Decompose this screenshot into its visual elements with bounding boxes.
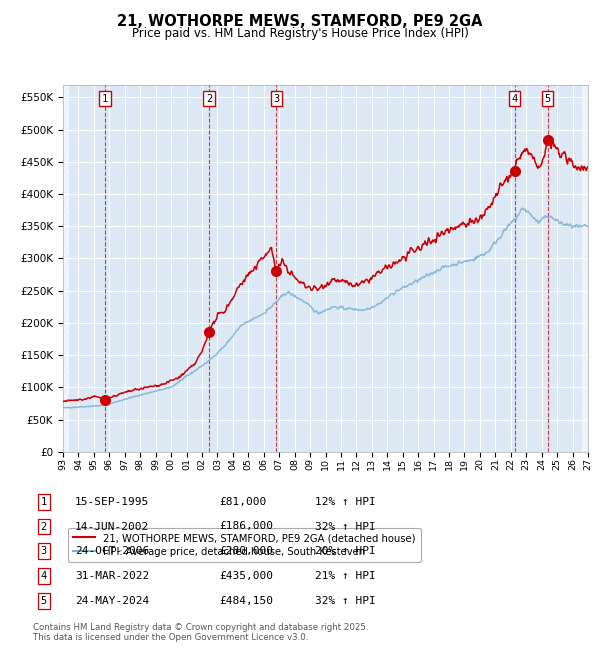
Text: 1: 1 (41, 497, 47, 507)
Text: 2: 2 (206, 94, 212, 104)
Text: 32% ↑ HPI: 32% ↑ HPI (315, 595, 376, 606)
Text: 4: 4 (512, 94, 518, 104)
Text: 20% ↑ HPI: 20% ↑ HPI (315, 546, 376, 556)
Text: 21% ↑ HPI: 21% ↑ HPI (315, 571, 376, 581)
Text: 32% ↑ HPI: 32% ↑ HPI (315, 521, 376, 532)
Text: Contains HM Land Registry data © Crown copyright and database right 2025.
This d: Contains HM Land Registry data © Crown c… (33, 623, 368, 642)
Text: 15-SEP-1995: 15-SEP-1995 (75, 497, 149, 507)
Text: 5: 5 (41, 595, 47, 606)
Text: 14-JUN-2002: 14-JUN-2002 (75, 521, 149, 532)
Text: £280,000: £280,000 (219, 546, 273, 556)
Text: 4: 4 (41, 571, 47, 581)
Text: 24-MAY-2024: 24-MAY-2024 (75, 595, 149, 606)
Text: Price paid vs. HM Land Registry's House Price Index (HPI): Price paid vs. HM Land Registry's House … (131, 27, 469, 40)
Text: 31-MAR-2022: 31-MAR-2022 (75, 571, 149, 581)
Bar (63, 84, 69, 452)
Text: £484,150: £484,150 (219, 595, 273, 606)
Text: 3: 3 (273, 94, 280, 104)
Text: £81,000: £81,000 (219, 497, 266, 507)
Text: 21, WOTHORPE MEWS, STAMFORD, PE9 2GA: 21, WOTHORPE MEWS, STAMFORD, PE9 2GA (117, 14, 483, 29)
Text: 1: 1 (102, 94, 108, 104)
Text: 24-OCT-2006: 24-OCT-2006 (75, 546, 149, 556)
Text: 2: 2 (41, 521, 47, 532)
Text: 3: 3 (41, 546, 47, 556)
Text: £186,000: £186,000 (219, 521, 273, 532)
Text: 12% ↑ HPI: 12% ↑ HPI (315, 497, 376, 507)
Text: 5: 5 (545, 94, 551, 104)
Legend: 21, WOTHORPE MEWS, STAMFORD, PE9 2GA (detached house), HPI: Average price, detac: 21, WOTHORPE MEWS, STAMFORD, PE9 2GA (de… (68, 528, 421, 562)
Text: £435,000: £435,000 (219, 571, 273, 581)
Bar (582, 84, 588, 452)
